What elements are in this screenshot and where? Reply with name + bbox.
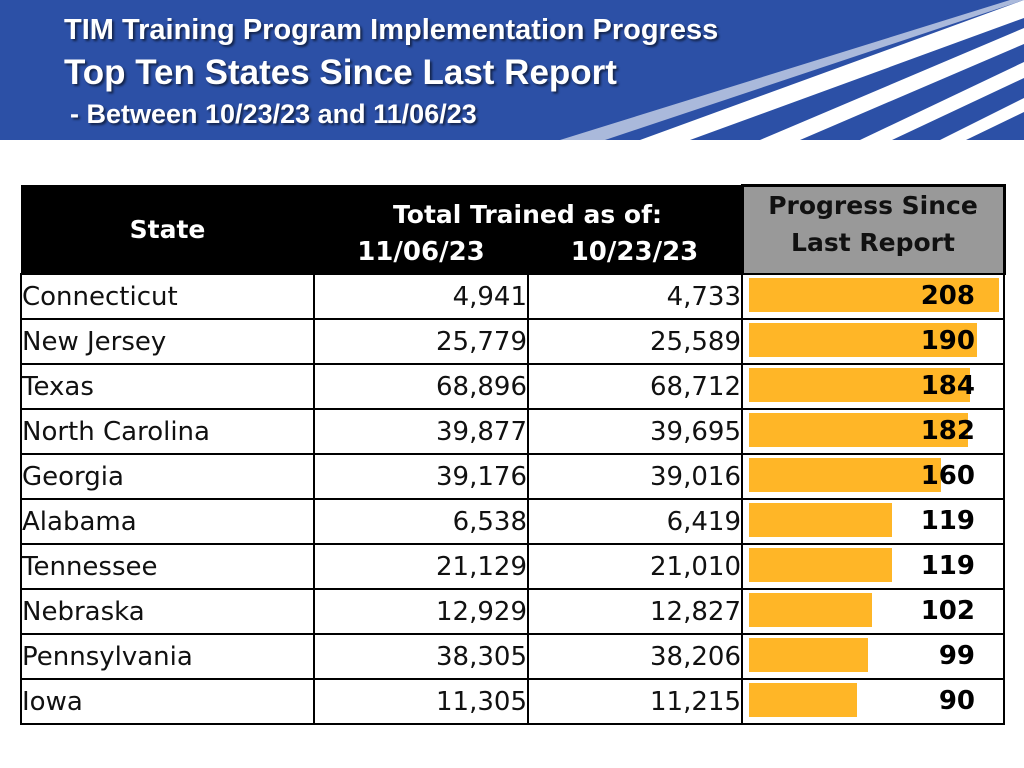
progress-bar (749, 458, 941, 492)
progress-bar (749, 368, 970, 402)
table-row: Iowa 11,305 11,215 90 (20, 678, 1005, 725)
title-line-3: - Between 10/23/23 and 11/06/23 (70, 99, 477, 129)
progress-value: 119 (920, 551, 975, 581)
trained-date-1: 11,305 (313, 678, 529, 725)
progress-value: 102 (920, 596, 975, 626)
table-row: Georgia 39,176 39,016 160 (20, 453, 1005, 500)
progress-value: 90 (938, 686, 975, 716)
progress-table: State Total Trained as of: Progress Sinc… (20, 184, 1006, 725)
progress-cell: 99 (741, 633, 1005, 680)
progress-value: 182 (920, 416, 975, 446)
table-row: New Jersey 25,779 25,589 190 (20, 318, 1005, 365)
trained-date-2: 68,712 (527, 363, 743, 410)
table-row: Tennessee 21,129 21,010 119 (20, 543, 1005, 590)
trained-date-2: 25,589 (527, 318, 743, 365)
banner-title-block: TIM Training Program Implementation Prog… (64, 10, 718, 132)
table-row: North Carolina 39,877 39,695 182 (20, 408, 1005, 455)
trained-date-2: 21,010 (527, 543, 743, 590)
trained-date-2: 39,016 (527, 453, 743, 500)
title-line-1: TIM Training Program Implementation Prog… (64, 14, 719, 46)
progress-cell: 90 (741, 678, 1005, 725)
progress-bar (749, 413, 968, 447)
header-total-trained: Total Trained as of: (313, 185, 743, 230)
progress-value: 190 (920, 326, 975, 356)
progress-value: 184 (920, 371, 975, 401)
state-name: Alabama (20, 498, 315, 545)
state-name: North Carolina (20, 408, 315, 455)
trained-date-1: 68,896 (313, 363, 529, 410)
progress-cell: 190 (741, 318, 1005, 365)
table-body: Connecticut 4,941 4,733 208 New Jersey 25,779… (20, 273, 1005, 725)
banner-rays-graphic (560, 0, 1024, 140)
table-row: Pennsylvania 38,305 38,206 99 (20, 633, 1005, 680)
trained-date-1: 12,929 (313, 588, 529, 635)
progress-bar (749, 593, 872, 627)
trained-date-1: 39,176 (313, 453, 529, 500)
trained-date-2: 4,733 (527, 273, 743, 320)
trained-date-2: 38,206 (527, 633, 743, 680)
table-row: Nebraska 12,929 12,827 102 (20, 588, 1005, 635)
state-name: New Jersey (20, 318, 315, 365)
table-row: Connecticut 4,941 4,733 208 (20, 273, 1005, 320)
progress-value: 160 (920, 461, 975, 491)
progress-value: 99 (938, 641, 975, 671)
trained-date-1: 25,779 (313, 318, 529, 365)
trained-date-1: 6,538 (313, 498, 529, 545)
state-name: Connecticut (20, 273, 315, 320)
table-row: Alabama 6,538 6,419 119 (20, 498, 1005, 545)
progress-cell: 119 (741, 543, 1005, 590)
state-name: Tennessee (20, 543, 315, 590)
state-name: Texas (20, 363, 315, 410)
trained-date-2: 12,827 (527, 588, 743, 635)
title-banner: TIM Training Program Implementation Prog… (0, 0, 1024, 140)
header-date-2: 10/23/23 (527, 229, 743, 275)
progress-cell: 119 (741, 498, 1005, 545)
header-date-1: 11/06/23 (313, 229, 529, 275)
progress-cell: 208 (741, 273, 1005, 320)
trained-date-1: 21,129 (313, 543, 529, 590)
progress-cell: 102 (741, 588, 1005, 635)
trained-date-2: 11,215 (527, 678, 743, 725)
trained-date-1: 38,305 (313, 633, 529, 680)
header-progress: Progress Since Last Report (740, 184, 1006, 275)
state-name: Pennsylvania (20, 633, 315, 680)
progress-bar (749, 548, 892, 582)
state-name: Iowa (20, 678, 315, 725)
progress-bar (749, 683, 857, 717)
progress-cell: 184 (741, 363, 1005, 410)
progress-value: 119 (920, 506, 975, 536)
progress-bar (749, 503, 892, 537)
progress-bar (749, 638, 868, 672)
progress-value: 208 (920, 281, 975, 311)
trained-date-1: 39,877 (313, 408, 529, 455)
trained-date-2: 39,695 (527, 408, 743, 455)
table-row: Texas 68,896 68,712 184 (20, 363, 1005, 410)
state-name: Nebraska (20, 588, 315, 635)
trained-date-1: 4,941 (313, 273, 529, 320)
progress-cell: 160 (741, 453, 1005, 500)
header-state: State (20, 185, 315, 275)
title-line-2: Top Ten States Since Last Report (64, 53, 617, 92)
state-name: Georgia (20, 453, 315, 500)
progress-cell: 182 (741, 408, 1005, 455)
trained-date-2: 6,419 (527, 498, 743, 545)
progress-bar (749, 323, 977, 357)
progress-bar (749, 278, 999, 312)
